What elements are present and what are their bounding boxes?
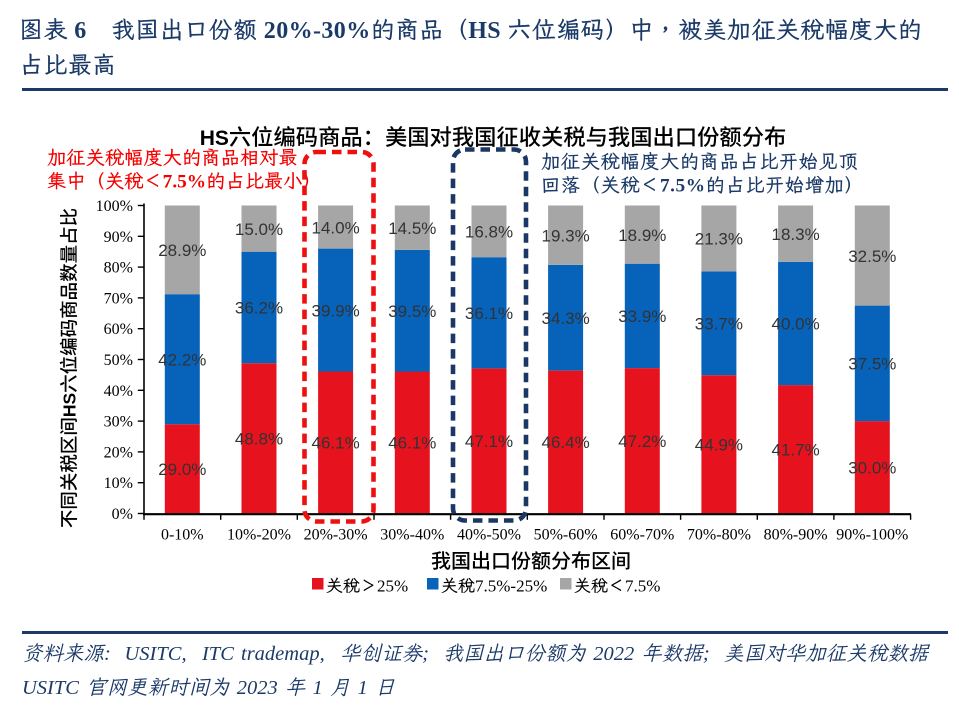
svg-text:40%-50%: 40%-50% <box>457 527 521 544</box>
svg-text:0%: 0% <box>112 506 133 523</box>
svg-text:46.1%: 46.1% <box>311 434 359 453</box>
svg-text:42.2%: 42.2% <box>158 350 206 369</box>
svg-text:HS六位编码商品：美国对我国征收关税与我国出口份额分布: HS六位编码商品：美国对我国征收关税与我国出口份额分布 <box>200 125 787 150</box>
svg-text:21.3%: 21.3% <box>695 230 743 249</box>
svg-text:10%: 10% <box>104 475 133 492</box>
svg-text:37.5%: 37.5% <box>848 355 896 374</box>
svg-text:关税＞25%: 关税＞25% <box>326 577 408 596</box>
svg-text:28.9%: 28.9% <box>158 241 206 260</box>
svg-text:40%: 40% <box>104 383 133 400</box>
svg-text:20%-30%: 20%-30% <box>304 527 368 544</box>
svg-text:40.0%: 40.0% <box>771 315 819 334</box>
svg-text:15.0%: 15.0% <box>235 220 283 239</box>
svg-text:36.1%: 36.1% <box>465 304 513 323</box>
svg-text:60%-70%: 60%-70% <box>610 527 674 544</box>
svg-text:47.1%: 47.1% <box>465 432 513 451</box>
svg-text:33.9%: 33.9% <box>618 307 666 326</box>
svg-text:50%-60%: 50%-60% <box>534 527 598 544</box>
svg-text:加征关税幅度大的商品占比开始见顶: 加征关税幅度大的商品占比开始见顶 <box>541 151 858 173</box>
svg-text:14.0%: 14.0% <box>311 218 359 237</box>
svg-text:加征关税幅度大的商品相对最: 加征关税幅度大的商品相对最 <box>47 147 298 169</box>
svg-text:10%-20%: 10%-20% <box>227 527 291 544</box>
svg-text:70%: 70% <box>104 290 133 307</box>
svg-text:20%: 20% <box>104 444 133 461</box>
svg-text:50%: 50% <box>104 352 133 369</box>
svg-text:集中（关税＜7.5%的占比最小）: 集中（关税＜7.5%的占比最小） <box>47 172 322 193</box>
svg-text:33.7%: 33.7% <box>695 315 743 334</box>
svg-text:30.0%: 30.0% <box>848 459 896 478</box>
svg-text:100%: 100% <box>96 198 133 215</box>
svg-text:46.1%: 46.1% <box>388 434 436 453</box>
svg-text:不同关税区间HS六位编码商品数量占比: 不同关税区间HS六位编码商品数量占比 <box>59 208 80 528</box>
svg-text:36.2%: 36.2% <box>235 299 283 318</box>
svg-text:关税＜7.5%: 关税＜7.5% <box>574 577 660 596</box>
svg-text:80%: 80% <box>104 260 133 277</box>
svg-text:我国出口份额分布区间: 我国出口份额分布区间 <box>431 551 631 573</box>
svg-text:48.8%: 48.8% <box>235 430 283 449</box>
svg-text:0-10%: 0-10% <box>161 527 204 544</box>
svg-text:32.5%: 32.5% <box>848 247 896 266</box>
svg-text:16.8%: 16.8% <box>465 223 513 242</box>
svg-text:41.7%: 41.7% <box>771 441 819 460</box>
svg-text:19.3%: 19.3% <box>541 226 589 245</box>
svg-text:关税7.5%-25%: 关税7.5%-25% <box>441 577 547 596</box>
svg-text:18.9%: 18.9% <box>618 226 666 245</box>
svg-text:90%-100%: 90%-100% <box>836 527 908 544</box>
svg-text:46.4%: 46.4% <box>541 433 589 452</box>
svg-text:60%: 60% <box>104 321 133 338</box>
svg-text:47.2%: 47.2% <box>618 432 666 451</box>
svg-text:39.9%: 39.9% <box>311 301 359 320</box>
svg-text:70%-80%: 70%-80% <box>687 527 751 544</box>
svg-text:回落（关税＜7.5%的占比开始增加）: 回落（关税＜7.5%的占比开始增加） <box>541 175 864 197</box>
svg-text:29.0%: 29.0% <box>158 460 206 479</box>
svg-text:80%-90%: 80%-90% <box>764 527 828 544</box>
svg-text:18.3%: 18.3% <box>771 225 819 244</box>
svg-text:34.3%: 34.3% <box>541 309 589 328</box>
svg-text:90%: 90% <box>104 229 133 246</box>
svg-text:30%: 30% <box>104 414 133 431</box>
svg-text:14.5%: 14.5% <box>388 219 436 238</box>
svg-text:30%-40%: 30%-40% <box>380 527 444 544</box>
svg-text:44.9%: 44.9% <box>695 436 743 455</box>
svg-text:39.5%: 39.5% <box>388 302 436 321</box>
